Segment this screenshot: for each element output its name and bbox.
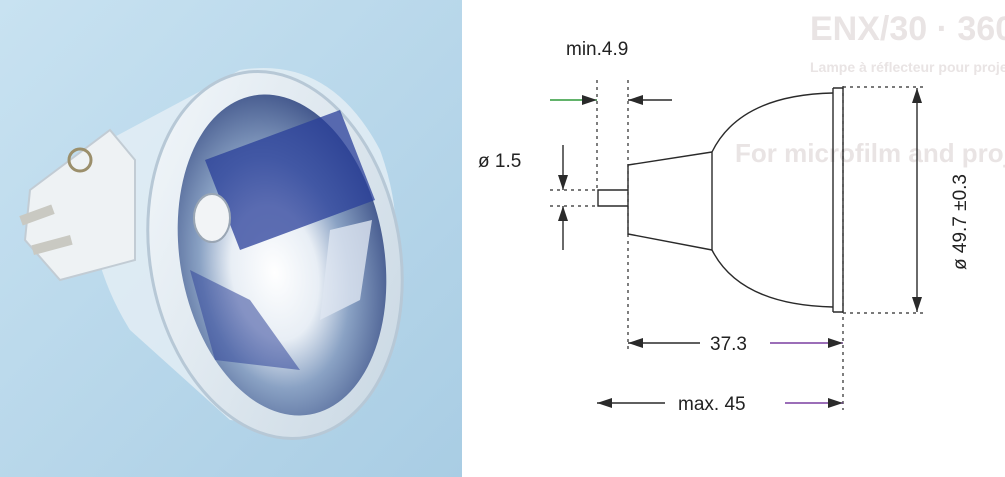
dimension-pin-diameter <box>558 145 568 250</box>
reflector-facet <box>205 110 375 250</box>
bleed-through-line3: For microfilm and projectors <box>735 138 1005 168</box>
label-body-length: 37.3 <box>710 334 747 355</box>
dimension-reflector-diameter <box>912 88 922 312</box>
label-min-offset: min.4.9 <box>566 39 628 60</box>
reflector-facet <box>320 220 372 320</box>
dimension-body-length <box>628 338 843 348</box>
lamp-pin <box>19 204 55 226</box>
label-pin-diameter: ø 1.5 <box>478 151 521 172</box>
dimension-min-offset <box>550 95 672 105</box>
lamp-outline-pin <box>597 189 628 207</box>
label-reflector-diameter: ø 49.7 ±0.3 <box>950 174 971 270</box>
dimension-overall-length <box>597 398 843 408</box>
lamp-photo <box>0 0 462 477</box>
dimension-drawing: ENX/30 · 360W · 82V Lampe à réflecteur p… <box>462 0 1005 477</box>
lamp-outline-dome <box>711 92 834 308</box>
lamp-pin <box>31 234 73 256</box>
drawing-background <box>462 0 1005 477</box>
filament-capsule <box>193 193 231 243</box>
label-overall-length: max. 45 <box>678 394 746 415</box>
bleed-through-line2: Lampe à réflecteur pour projecteur <box>810 59 1005 75</box>
reflector-facet <box>190 270 300 370</box>
base-logo-icon <box>67 147 93 173</box>
bleed-through-line1: ENX/30 · 360W · 82V <box>810 10 1005 48</box>
